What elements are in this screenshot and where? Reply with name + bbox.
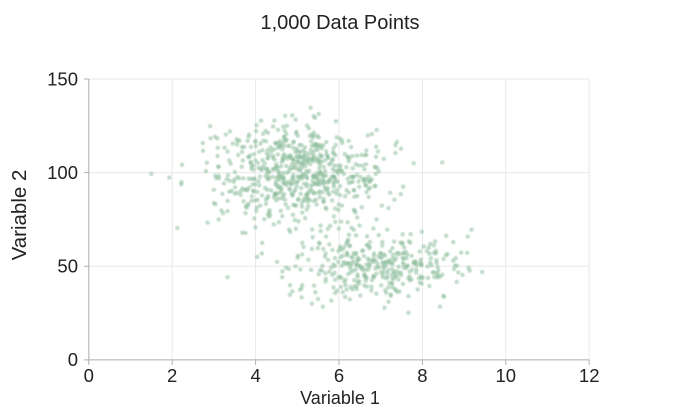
svg-text:6: 6	[334, 365, 344, 386]
svg-text:4: 4	[250, 365, 260, 386]
svg-text:150: 150	[47, 69, 78, 90]
svg-text:0: 0	[84, 365, 94, 386]
svg-text:50: 50	[57, 256, 78, 277]
svg-text:8: 8	[417, 365, 427, 386]
svg-text:100: 100	[47, 162, 78, 183]
svg-text:12: 12	[579, 365, 600, 386]
svg-text:10: 10	[496, 365, 517, 386]
svg-text:0: 0	[68, 349, 78, 370]
svg-text:2: 2	[167, 365, 177, 386]
